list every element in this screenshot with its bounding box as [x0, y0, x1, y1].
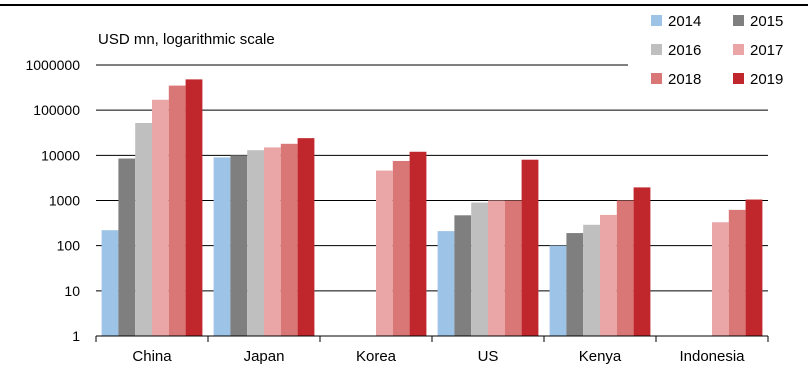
gridlines [96, 64, 768, 292]
bar [600, 214, 617, 336]
bar [566, 233, 584, 336]
x-tick-label: China [132, 348, 172, 365]
bar [745, 199, 763, 336]
bar [471, 202, 488, 336]
bar [437, 231, 455, 336]
bar [135, 122, 152, 336]
bar [185, 79, 203, 336]
bar [521, 159, 539, 336]
x-tick-label: Japan [244, 348, 285, 365]
bar [230, 155, 248, 336]
x-tick-label: Korea [356, 348, 397, 365]
bar [213, 157, 231, 336]
bar [583, 224, 600, 336]
bar [101, 230, 119, 336]
legend: 2014 2015 2016 2017 2018 2019 [651, 13, 783, 88]
legend-swatch [651, 44, 662, 55]
x-tick-label: US [478, 348, 499, 365]
x-tick-label: Kenya [579, 348, 622, 365]
legend-label: 2014 [668, 13, 701, 30]
y-tick-label: 10000 [41, 147, 80, 163]
bar [549, 245, 567, 336]
legend-swatch [733, 44, 744, 55]
bar [247, 150, 264, 336]
y-tick-label: 1 [72, 328, 80, 344]
bar [633, 187, 651, 336]
bar [118, 158, 136, 336]
bar [488, 200, 505, 336]
legend-swatch [651, 15, 662, 26]
y-tick-label: 100 [57, 238, 81, 254]
bar [392, 160, 410, 336]
axes: 1 10 100 1000 10000 100000 1000000 China Japan Ko… [25, 57, 769, 365]
legend-label: 2017 [750, 42, 783, 59]
y-tick-label: 1000 [49, 193, 80, 209]
bar [152, 99, 169, 336]
y-axis-title: USD mn, logarithmic scale [98, 31, 275, 48]
bar [264, 147, 281, 336]
bars [101, 79, 763, 336]
legend-swatch [733, 15, 744, 26]
bar [712, 222, 729, 336]
bar [728, 209, 746, 336]
y-tick-label: 100000 [33, 102, 80, 118]
bar [168, 85, 186, 336]
bar [376, 170, 393, 336]
bar [297, 138, 315, 336]
bar [616, 200, 634, 336]
legend-label: 2019 [750, 71, 783, 88]
legend-label: 2016 [668, 42, 701, 59]
y-tick-label: 1000000 [25, 57, 80, 73]
bar [409, 151, 427, 336]
x-tick-label: Indonesia [679, 348, 745, 365]
legend-label: 2015 [750, 13, 783, 30]
y-tick-label: 10 [64, 283, 80, 299]
bar [504, 200, 522, 336]
legend-label: 2018 [668, 71, 701, 88]
legend-swatch [733, 73, 744, 84]
legend-swatch [651, 73, 662, 84]
bar [280, 143, 298, 336]
bar [454, 215, 472, 336]
